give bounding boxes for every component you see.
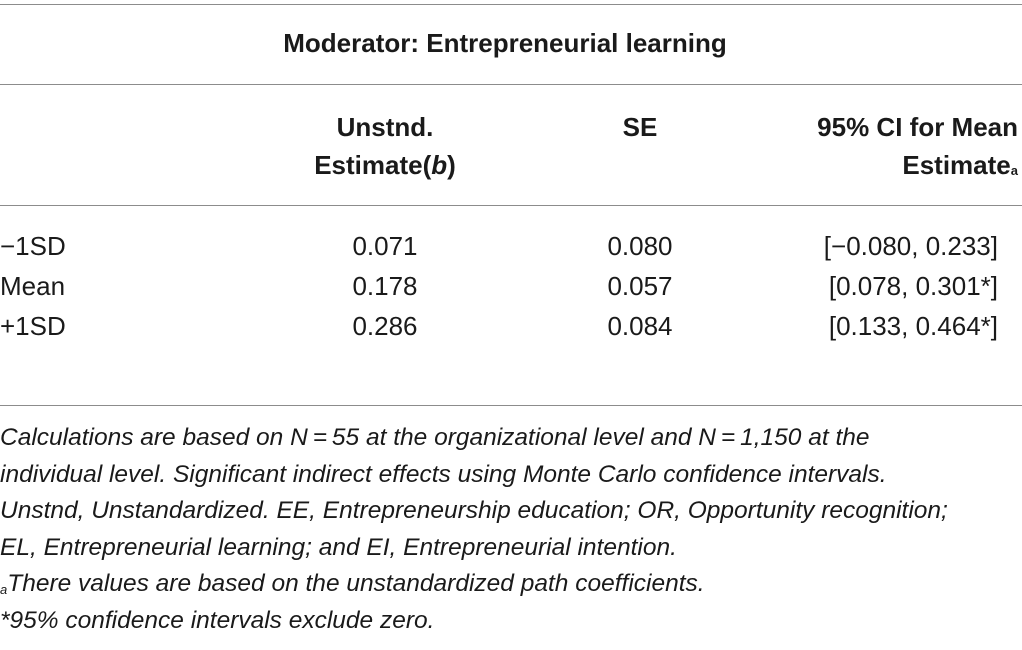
note-line-2: individual level. Significant indirect e…	[0, 460, 887, 488]
row-estimate: 0.286	[352, 311, 418, 341]
note-line-3: Unstnd, Unstandardized. EE, Entrepreneur…	[0, 497, 948, 524]
header-rule	[0, 205, 1022, 206]
row-se: 0.080	[607, 231, 673, 261]
row-label: −1SD	[0, 231, 66, 261]
table-bottom-rule	[0, 405, 1022, 406]
row-label: +1SD	[0, 311, 66, 341]
row-estimate: 0.178	[352, 271, 418, 301]
note-line-1: Calculations are based on N = 55 at the …	[0, 424, 870, 451]
row-se: 0.057	[607, 271, 673, 301]
title-rule	[0, 84, 1022, 85]
note-line-4: EL, Entrepreneurial learning; and EI, En…	[0, 533, 677, 561]
row-ci: [0.078, 0.301*]	[828, 271, 998, 301]
table-notes: Calculations are based on N = 55 at the …	[0, 420, 1022, 639]
header-estimate-line1: Unstnd.	[336, 112, 434, 142]
footnote-star: *95% confidence intervals exclude zero.	[0, 606, 435, 634]
row-ci: [−0.080, 0.233]	[823, 231, 998, 261]
table-title: Moderator: Entrepreneurial learning	[283, 28, 727, 58]
row-ci: [0.133, 0.464*]	[828, 311, 998, 341]
row-estimate: 0.071	[352, 231, 418, 261]
table-top-rule	[0, 4, 1022, 5]
header-ci-line2: Estimatea	[902, 150, 1018, 180]
header-ci-line1: 95% CI for Mean	[817, 112, 1018, 142]
row-label: Mean	[0, 271, 66, 301]
header-se: SE	[622, 112, 658, 142]
header-ci: 95% CI for Mean Estimatea	[700, 108, 1018, 184]
row-se: 0.084	[607, 311, 673, 341]
header-estimate-line2: Estimate(b)	[314, 150, 456, 180]
header-estimate: Unstnd. Estimate(b)	[300, 108, 470, 184]
footnote-a: aThere values are based on the unstandar…	[0, 570, 705, 597]
